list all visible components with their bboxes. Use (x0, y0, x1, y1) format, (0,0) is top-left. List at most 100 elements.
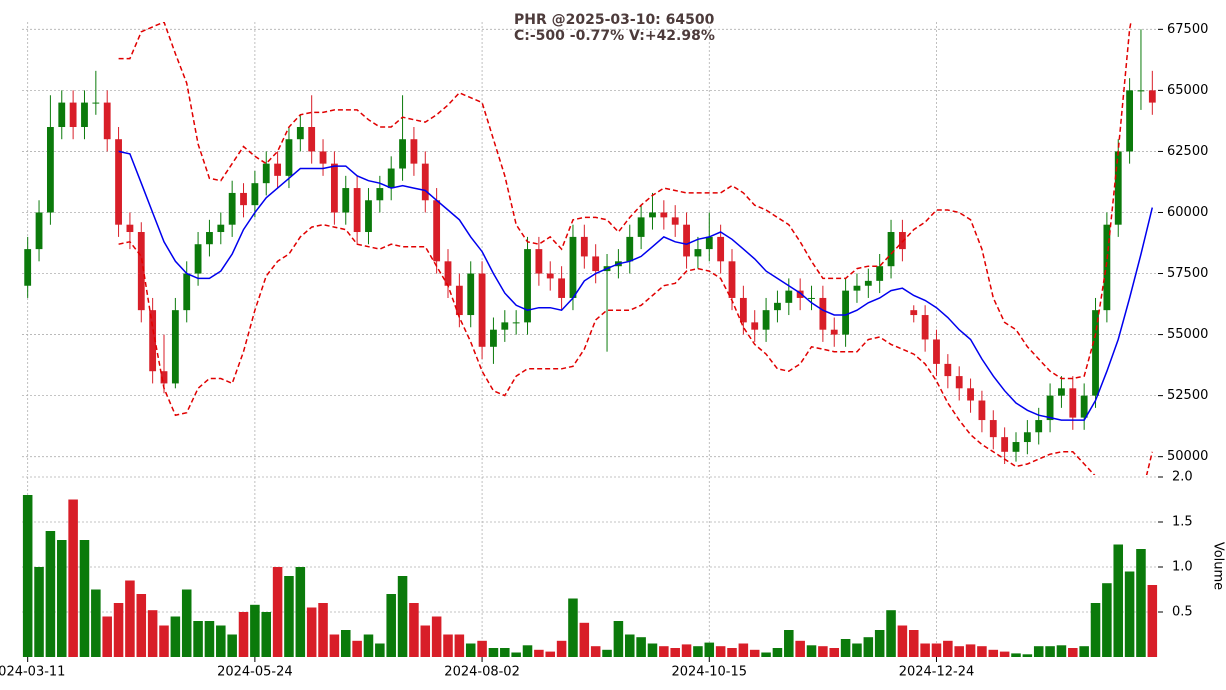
volume-bar (1090, 603, 1101, 657)
candle-body (1058, 388, 1065, 396)
y2-tick-label: 2.0 (1172, 470, 1193, 485)
volume-bar (272, 567, 283, 657)
volume-bar (147, 610, 158, 657)
volume-bar (874, 630, 885, 657)
volume-bar (977, 646, 987, 657)
candle-body (989, 420, 997, 438)
volume-bar (943, 640, 953, 657)
chart-title: PHR @2025-03-10: 64500 (514, 12, 715, 28)
candle-body (353, 188, 361, 233)
volume-bar (409, 603, 419, 657)
volume-bar (1136, 549, 1146, 657)
candle-body (728, 261, 736, 298)
volume-bar (806, 645, 817, 657)
candle-body (149, 310, 157, 372)
volume-bar (636, 637, 646, 657)
candle-body (830, 329, 838, 335)
volume-bar (136, 594, 147, 657)
candle-body (967, 388, 974, 401)
volume-bar (761, 652, 771, 657)
candle-body (115, 139, 122, 225)
candle-body (910, 310, 918, 316)
candle-body (546, 273, 554, 279)
candle-body (58, 102, 66, 128)
candle-body (240, 192, 247, 206)
volume-bar (613, 621, 624, 657)
volume-bar (931, 643, 942, 657)
candle-body (376, 188, 384, 201)
volume-bar (1045, 646, 1055, 657)
y-tick-label: 57500 (1167, 266, 1208, 281)
volume-bar (306, 607, 317, 657)
volume-bar (954, 646, 964, 657)
price-grid (22, 22, 1158, 475)
volume-bar (784, 630, 794, 657)
volume-bar (511, 652, 521, 657)
volume-bar (45, 531, 56, 657)
volume-bar (500, 648, 510, 657)
candle-body (171, 310, 179, 384)
volume-bar (647, 643, 658, 657)
candle-body (626, 236, 634, 262)
candle-body (1012, 442, 1020, 452)
volume-bar (693, 646, 703, 657)
candle-body (1069, 388, 1077, 418)
candle-body (35, 212, 43, 250)
candle-body (81, 102, 88, 128)
candle-body (978, 400, 986, 421)
y2-tick-label: 0.5 (1172, 605, 1193, 620)
candle-body (444, 261, 452, 286)
volume-bar (772, 648, 783, 657)
candle-body (944, 363, 952, 377)
volume-bar (102, 616, 112, 657)
volume-bar (386, 594, 396, 657)
volume-bar (670, 648, 680, 657)
candle-body (524, 249, 531, 323)
volume-bar (920, 643, 930, 657)
volume-bar (250, 604, 260, 657)
y2-tick-label: 1.5 (1172, 515, 1193, 530)
chart-subtitle: C:-500 -0.77% V:+42.98% (514, 28, 715, 44)
volume-bar (91, 589, 101, 657)
volume-bar (1011, 653, 1021, 657)
candle-body (285, 139, 293, 176)
candle-body (705, 236, 713, 250)
volume-grid (22, 476, 1158, 657)
candle-body (46, 127, 54, 213)
candle-body (683, 224, 690, 257)
candle-body (308, 127, 316, 152)
candle-body (251, 183, 259, 206)
candle-body (1080, 395, 1088, 418)
candle-body (24, 249, 32, 286)
band-line (118, 223, 1154, 475)
candle-body (569, 236, 577, 298)
volume-bar (295, 567, 306, 657)
volume-bar (840, 639, 851, 657)
candle-body (558, 278, 566, 298)
candle-body (535, 249, 543, 274)
volume-bar (1113, 544, 1124, 657)
candle-body (467, 273, 475, 316)
candle-body (512, 322, 520, 324)
volume-bar (715, 646, 726, 657)
volume-bar (113, 603, 124, 657)
volume-bar (227, 634, 237, 657)
volume-bar (340, 630, 351, 657)
candle-body (580, 236, 588, 257)
y-tick-label: 52500 (1167, 388, 1208, 403)
volume-bar (704, 642, 715, 657)
volume-bar (204, 621, 215, 657)
volume-bar (965, 644, 976, 657)
volume-bar (477, 640, 487, 657)
candle-body (387, 168, 395, 189)
candle-body (1023, 432, 1031, 443)
candle-body (365, 200, 372, 233)
volume-bar (56, 540, 67, 657)
volume-bar (193, 621, 203, 657)
candle-body (330, 163, 338, 213)
candle-body (262, 163, 270, 184)
axes: 2024-03-11 2024-05-24 2024-08-02 2024-10-15… (0, 22, 1208, 680)
volume-bar (34, 567, 44, 657)
candle-body (1092, 310, 1099, 396)
candle-body (717, 236, 725, 262)
